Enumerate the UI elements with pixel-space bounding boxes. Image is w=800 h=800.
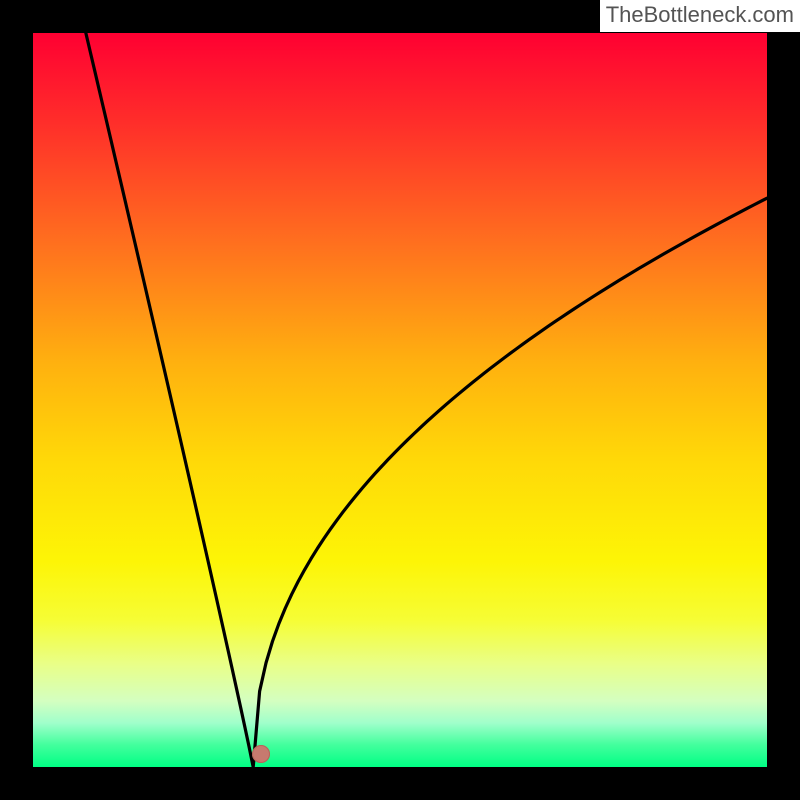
optimum-marker xyxy=(252,745,270,763)
plot-area xyxy=(33,33,767,767)
bottleneck-curve xyxy=(86,33,767,767)
chart-svg xyxy=(33,33,767,767)
watermark-label: TheBottleneck.com xyxy=(600,0,800,32)
figure-root: TheBottleneck.com xyxy=(0,0,800,800)
